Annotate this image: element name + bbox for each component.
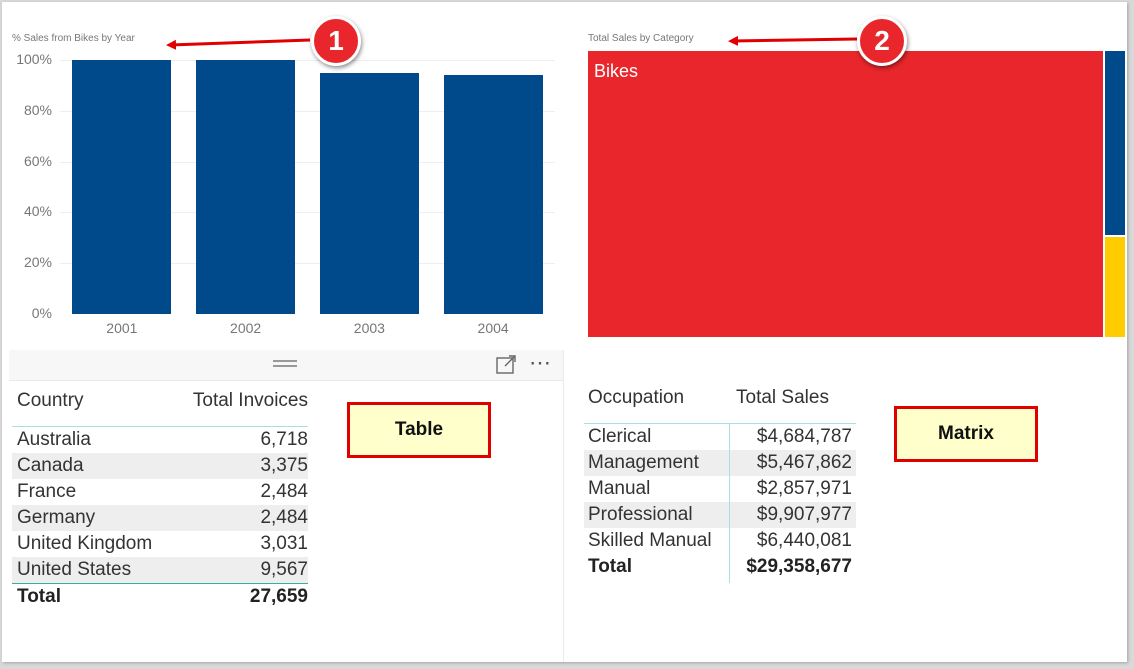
treemap-tile[interactable] (1105, 51, 1125, 235)
matrix-cell-value: $9,907,977 (756, 504, 852, 525)
table-cell-label: United Kingdom (17, 533, 153, 554)
matrix-row: Skilled Manual $6,440,081 (584, 528, 856, 554)
table-cell-label: United States (17, 559, 132, 580)
table-cell-label: France (17, 481, 77, 502)
matrix-row: Management $5,467,862 (584, 450, 856, 476)
bar-chart-title: % Sales from Bikes by Year (12, 33, 135, 44)
table-label-box: Table (347, 402, 491, 458)
table-cell-label: Germany (17, 507, 96, 528)
bar-chart-y-tick: 80% (23, 101, 52, 118)
table-cell-value: 6,718 (260, 429, 308, 450)
bar-chart-y-tick: 60% (23, 152, 52, 169)
bar-chart-x-tick: 2004 (477, 320, 509, 336)
bar-chart-x-tick: 2003 (353, 320, 385, 336)
arrow-1 (166, 38, 311, 50)
bar-chart-gridline (60, 161, 555, 163)
bar-chart-y-tick: 100% (16, 51, 52, 67)
matrix-cell-value: $4,684,787 (756, 426, 852, 447)
treemap-tile-label: Bikes (594, 61, 639, 81)
bar-chart-y-tick: 40% (23, 203, 52, 220)
occupation-matrix: Occupation Total Sales Clerical $4,684,78… (584, 384, 856, 583)
table-header-invoices[interactable]: Total Invoices (192, 390, 308, 411)
matrix-cell-label: Manual (588, 478, 651, 499)
focus-mode-icon[interactable] (495, 355, 517, 375)
callout-1: 1 (311, 16, 361, 66)
matrix-cell-value: $6,440,081 (756, 530, 852, 551)
report-canvas: % Sales from Bikes by Year 0% 20% 40% 60% 80… (2, 2, 1127, 662)
treemap-tile[interactable] (1105, 236, 1125, 337)
matrix-label-box: Matrix (894, 406, 1038, 462)
drag-handle-icon[interactable] (273, 360, 297, 368)
table-row: United Kingdom 3,031 (12, 531, 308, 557)
bar-chart-gridline (60, 60, 555, 61)
table-row: United States 9,567 (12, 557, 308, 583)
matrix-header-row: Occupation Total Sales (584, 384, 856, 412)
country-table: Country Total Invoices Australia 6,718 Can… (12, 387, 308, 610)
matrix-header-occupation[interactable]: Occupation (588, 387, 685, 408)
table-header-country[interactable]: Country (17, 390, 84, 411)
bar-chart-y-tick: 0% (31, 305, 52, 321)
matrix-cell-value: $2,857,971 (756, 478, 852, 499)
table-row: France 2,484 (12, 479, 308, 505)
table-header-row: Country Total Invoices (12, 387, 308, 415)
matrix-total-value: $29,358,677 (746, 556, 852, 577)
more-options-icon[interactable]: ⋯ (529, 350, 552, 375)
bar-chart-y-tick: 20% (23, 254, 52, 271)
table-cell-value: 3,375 (260, 455, 308, 476)
table-cell-label: Canada (17, 455, 84, 476)
matrix-cell-value: $5,467,862 (756, 452, 852, 473)
bar-chart-bar[interactable] (196, 60, 296, 314)
bar-chart-bar[interactable] (443, 75, 543, 314)
matrix-header-sales[interactable]: Total Sales (736, 387, 829, 408)
table-body: Australia 6,718 Canada 3,375 France 2,484 Germ… (12, 427, 308, 583)
table-visual-header: ⋯ (9, 350, 564, 381)
bar-chart[interactable]: 0% 20% 40% 60% 80% 100% 2001 2002 2003 2004 (2, 47, 562, 347)
matrix-column-divider (729, 423, 730, 583)
table-cell-label: Australia (17, 429, 91, 450)
matrix-row: Clerical $4,684,787 (584, 424, 856, 450)
matrix-body: Clerical $4,684,787 Management $5,467,862 Ma… (584, 424, 856, 554)
bar-chart-gridline (60, 212, 555, 214)
callout-2: 2 (857, 16, 907, 66)
panel-divider (563, 350, 564, 662)
table-total-row: Total 27,659 (12, 583, 308, 610)
arrow-2 (728, 35, 858, 46)
treemap[interactable]: Bikes (588, 51, 1125, 337)
bar-chart-x-tick: 2001 (106, 320, 138, 336)
bar-chart-x-tick: 2002 (230, 320, 262, 336)
table-total-value: 27,659 (249, 586, 308, 607)
matrix-row: Manual $2,857,971 (584, 476, 856, 502)
bar-chart-bar[interactable] (319, 72, 419, 314)
matrix-cell-label: Management (588, 452, 699, 473)
annotation-arrows (166, 35, 858, 50)
table-row: Germany 2,484 (12, 505, 308, 531)
bar-chart-gridline (60, 263, 555, 265)
matrix-cell-label: Clerical (588, 426, 652, 447)
table-row: Canada 3,375 (12, 453, 308, 479)
matrix-row: Professional $9,907,977 (584, 502, 856, 528)
table-cell-value: 2,484 (260, 507, 308, 528)
treemap-title: Total Sales by Category (588, 33, 694, 44)
table-cell-value: 2,484 (260, 481, 308, 502)
bar-chart-gridline (60, 110, 555, 112)
table-cell-value: 3,031 (260, 533, 308, 554)
table-cell-value: 9,567 (260, 559, 308, 580)
matrix-cell-label: Professional (588, 504, 693, 525)
treemap-tile[interactable]: Bikes (588, 51, 1104, 337)
matrix-total-label: Total (588, 556, 632, 577)
bar-chart-bar[interactable] (72, 60, 172, 314)
table-total-label: Total (17, 586, 61, 607)
table-row: Australia 6,718 (12, 427, 308, 453)
matrix-cell-label: Skilled Manual (588, 530, 712, 551)
matrix-total-row: Total $29,358,677 (584, 554, 856, 580)
